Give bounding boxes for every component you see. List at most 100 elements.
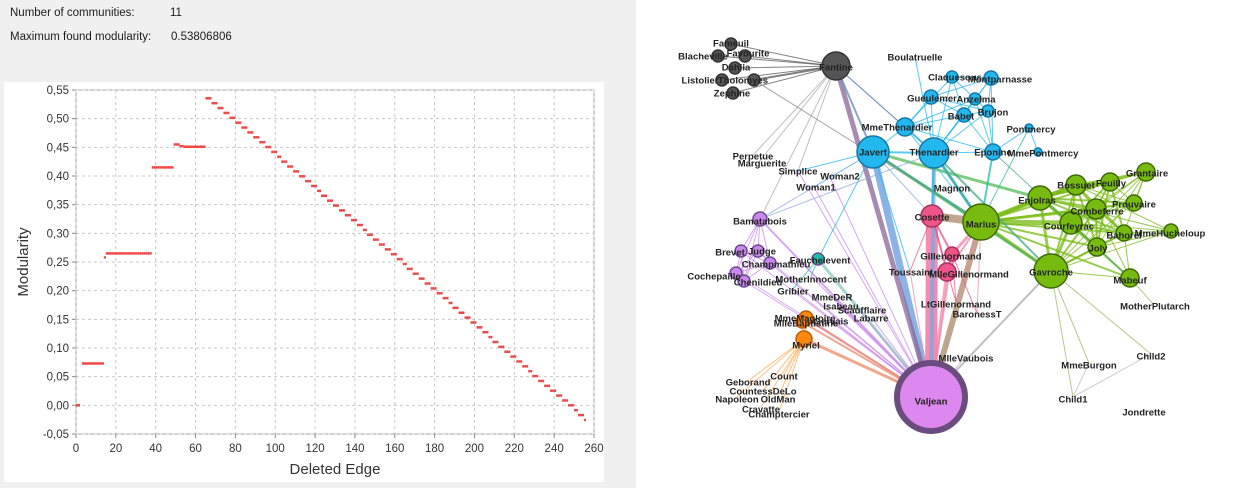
graph-edge bbox=[951, 253, 978, 314]
node-layer bbox=[711, 37, 1179, 434]
node-label: Favourite bbox=[727, 49, 770, 60]
x-tick-label: 240 bbox=[545, 443, 564, 455]
graph-edge bbox=[813, 186, 932, 398]
node-label: MmeHucheloup bbox=[1135, 229, 1206, 240]
node-label: Babet bbox=[948, 112, 975, 123]
node-label: Dahlia bbox=[722, 63, 751, 74]
node-label: MotherInnocent bbox=[775, 275, 847, 286]
node-label: Child2 bbox=[1136, 352, 1165, 363]
graph-edge bbox=[736, 338, 805, 398]
node-label: Mabeuf bbox=[1113, 276, 1147, 287]
graph-edge bbox=[1096, 230, 1172, 248]
node-label: MmeMagloire bbox=[775, 314, 836, 325]
node-thenardier bbox=[918, 137, 950, 169]
x-tick-label: 0 bbox=[73, 443, 79, 455]
node-myriel bbox=[795, 330, 813, 348]
node-label: Thenardier bbox=[909, 148, 958, 159]
graph-edge bbox=[744, 55, 837, 67]
node-favourite bbox=[738, 49, 752, 63]
node-label: Claquesous bbox=[928, 73, 982, 84]
x-tick-label: 120 bbox=[305, 443, 324, 455]
graph-edge bbox=[797, 65, 837, 172]
graph-edge bbox=[732, 65, 837, 94]
graph-edge bbox=[833, 63, 934, 400]
x-tick-label: 20 bbox=[109, 443, 122, 455]
graph-edge bbox=[752, 65, 837, 156]
node-label: MotherPlutarch bbox=[1120, 302, 1190, 313]
node-label: OldMan bbox=[761, 395, 796, 406]
y-tick-label: 0,05 bbox=[47, 372, 69, 384]
node-label: CountessDeLo bbox=[729, 387, 796, 398]
node-gillenormand bbox=[944, 246, 960, 262]
node-label: Myriel bbox=[792, 341, 819, 352]
node-label: MmeDeR bbox=[812, 293, 853, 304]
node-label: Gillenormand bbox=[920, 252, 981, 263]
graph-edge bbox=[930, 77, 992, 98]
graph-edge bbox=[757, 250, 932, 398]
x-tick-label: 160 bbox=[385, 443, 404, 455]
node-brujon bbox=[981, 104, 995, 118]
node-mabeuf bbox=[1120, 268, 1140, 288]
node-fantine bbox=[821, 51, 851, 81]
node-mmethenardier bbox=[895, 117, 915, 137]
node-label: MlleBaptistine bbox=[774, 319, 838, 330]
y-tick-label: 0,20 bbox=[47, 286, 69, 298]
modularity-label: Maximum found modularity: bbox=[10, 31, 152, 43]
node-label: Champmathieu bbox=[742, 260, 811, 271]
graph-edge bbox=[872, 151, 911, 272]
graph-edge bbox=[904, 126, 994, 153]
node-prouvaire bbox=[1125, 194, 1143, 212]
node-label: Labarre bbox=[854, 314, 889, 325]
y-tick-label: 0,30 bbox=[47, 228, 69, 240]
node-judge bbox=[751, 244, 765, 258]
graph-edge bbox=[734, 65, 837, 69]
graph-edge bbox=[904, 98, 976, 128]
node-label: Child1 bbox=[1058, 395, 1088, 406]
node-label: Magnon bbox=[934, 184, 971, 195]
node-javert bbox=[856, 135, 890, 169]
node-label: Bossuet bbox=[1057, 181, 1095, 192]
graph-edge bbox=[872, 151, 1052, 272]
y-tick-label: 0,40 bbox=[47, 171, 69, 183]
x-tick-label: 140 bbox=[345, 443, 364, 455]
node-chenildieu bbox=[737, 274, 751, 288]
y-tick-label: 0,10 bbox=[47, 343, 69, 355]
node-label: Marguerite bbox=[738, 159, 787, 170]
node-label: MlleVaubois bbox=[939, 354, 994, 365]
graph-edge bbox=[747, 338, 805, 382]
graph-edge bbox=[1050, 270, 1074, 398]
node-label: Fantine bbox=[819, 63, 853, 74]
node-dahlia bbox=[728, 61, 742, 75]
node-mmepontmercy bbox=[1033, 147, 1043, 157]
graph-edge bbox=[904, 114, 965, 128]
graph-edge bbox=[1050, 270, 1152, 355]
y-tick-label: 0,00 bbox=[47, 400, 69, 412]
node-label: Listolier bbox=[682, 76, 719, 87]
node-label: Cochepaille bbox=[687, 272, 740, 283]
y-tick-label: 0,15 bbox=[47, 314, 69, 326]
graph-edge bbox=[777, 338, 805, 398]
statistics-panel: Number of communities: 11 Maximum found … bbox=[0, 0, 636, 488]
x-tick-label: 100 bbox=[266, 443, 285, 455]
node-label: Brujon bbox=[978, 108, 1009, 119]
graph-edge bbox=[760, 338, 805, 408]
y-tick-label: 0,55 bbox=[47, 85, 69, 97]
node-pontmercy bbox=[1024, 123, 1034, 133]
graph-edge bbox=[759, 152, 935, 220]
node-label: MmeThenardier bbox=[862, 123, 933, 134]
graph-edge bbox=[1050, 171, 1147, 272]
node-listolier bbox=[715, 73, 729, 87]
node-label: Zephine bbox=[714, 89, 750, 100]
node-label: Scaufflaire bbox=[838, 306, 887, 317]
node-cochepaille bbox=[729, 266, 743, 280]
node-brevet bbox=[734, 244, 748, 258]
graph-edge bbox=[1050, 230, 1172, 272]
node-montparnasse bbox=[983, 70, 999, 86]
node-fauchelevent bbox=[811, 252, 825, 266]
node-label: Napoleon bbox=[715, 395, 758, 406]
x-tick-label: 60 bbox=[189, 443, 202, 455]
node-label: Simplice bbox=[778, 167, 817, 178]
node-cosette bbox=[920, 204, 944, 228]
